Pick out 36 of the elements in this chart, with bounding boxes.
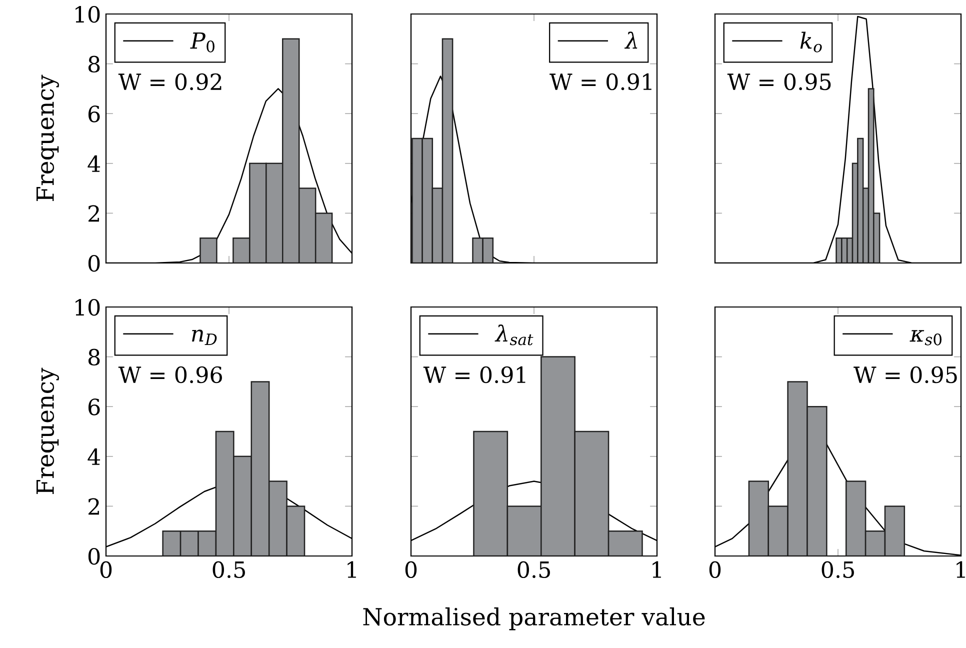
- y-tick-label: 0: [88, 254, 100, 272]
- y-axis-title: Frequency: [36, 368, 59, 494]
- annotation: W = 0.91: [550, 73, 652, 90]
- legend-label: n$_{D}$: [192, 330, 217, 345]
- y-tick-label: 10: [76, 6, 100, 23]
- x-tick-label: 0.5: [212, 561, 245, 578]
- y-tick-label: 6: [88, 106, 100, 122]
- x-tick-label: 0.5: [822, 561, 854, 578]
- x-axis-title: Normalised parameter value: [363, 607, 705, 630]
- annotation: W = 0.96: [118, 366, 222, 384]
- y-axis-title: Frequency: [36, 74, 59, 202]
- y-tick-label: 8: [88, 348, 100, 366]
- legend-label: P$_{0}$: [190, 32, 214, 52]
- legend-label: κ$_{s0}$: [910, 330, 942, 346]
- y-tick-label: 2: [88, 205, 99, 222]
- annotation: W = 0.95: [854, 366, 957, 384]
- x-tick-label: 0: [709, 561, 721, 578]
- x-tick-label: 1: [348, 561, 356, 578]
- y-tick-label: 2: [88, 498, 99, 515]
- y-tick-label: 10: [76, 298, 100, 316]
- x-tick-label: 0.5: [518, 561, 550, 578]
- x-tick-label: 0: [405, 561, 417, 578]
- annotation: W = 0.91: [423, 366, 526, 384]
- x-tick-label: 1: [652, 561, 661, 578]
- annotation: W = 0.95: [727, 73, 831, 90]
- annotation: W = 0.92: [118, 73, 222, 90]
- x-tick-label: 0: [100, 561, 112, 578]
- y-tick-label: 4: [88, 448, 100, 465]
- y-tick-label: 4: [88, 155, 100, 172]
- y-tick-label: 8: [88, 56, 100, 73]
- legend-label: k$_{o}$: [800, 32, 822, 52]
- legend-label: λ$_{sat}$: [494, 324, 534, 346]
- y-tick-label: 6: [88, 398, 100, 416]
- x-tick-label: 1: [956, 561, 965, 578]
- y-tick-label: 0: [88, 548, 100, 565]
- legend-label: λ: [624, 32, 638, 49]
